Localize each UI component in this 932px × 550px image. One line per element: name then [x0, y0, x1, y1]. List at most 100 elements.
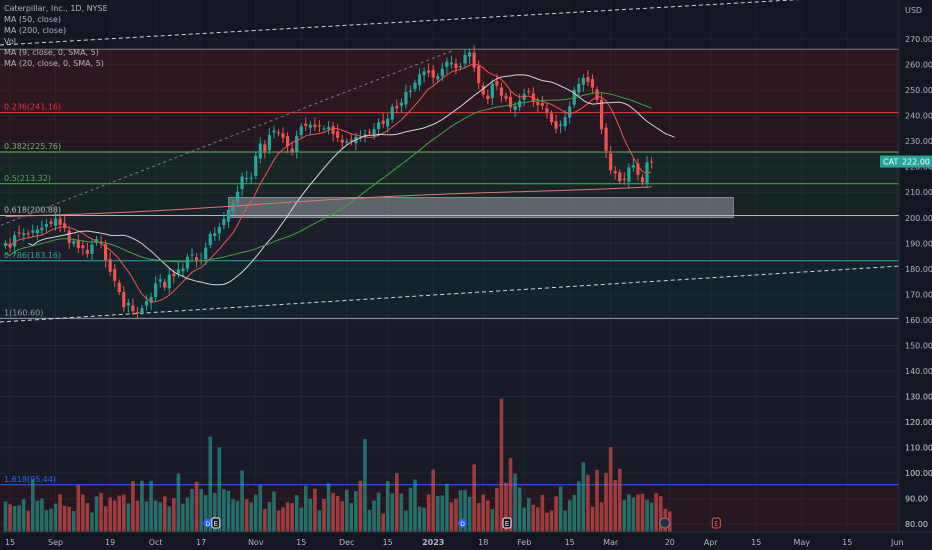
volume-bar	[194, 481, 199, 532]
candle-body	[481, 85, 485, 95]
candle-body	[399, 102, 403, 106]
candle-body	[463, 54, 467, 64]
legend-ma9[interactable]: MA (9, close, 0, SMA, 5)	[4, 48, 99, 57]
candle-body	[31, 230, 35, 233]
volume-axis-tick: 80.00	[905, 520, 928, 529]
candle	[213, 227, 217, 242]
volume-bar	[185, 497, 190, 532]
volume-bar	[94, 496, 99, 532]
candle-body	[13, 235, 17, 247]
volume-bar	[62, 505, 67, 532]
candle-body	[90, 244, 94, 254]
legend-vol[interactable]: Vol	[4, 37, 16, 46]
candle	[345, 138, 349, 146]
candle	[290, 141, 294, 156]
candle-body	[235, 191, 240, 202]
volume-bar	[213, 493, 217, 532]
candle-body	[413, 82, 417, 89]
volume-bar	[640, 493, 645, 532]
candle-body	[217, 226, 221, 234]
volume-bar	[167, 506, 172, 532]
candle-body	[449, 62, 453, 65]
volume-bar	[522, 507, 526, 532]
candle	[577, 77, 581, 98]
candle-body	[326, 127, 331, 130]
volume-bar	[381, 513, 385, 532]
candle	[449, 55, 453, 69]
price-axis-tick: 230.00	[905, 137, 932, 146]
candle	[240, 172, 244, 197]
fib-band	[0, 151, 899, 184]
candle-body	[504, 95, 508, 99]
volume-bar	[577, 481, 581, 532]
volume-bar	[526, 497, 531, 532]
candle	[26, 230, 30, 238]
volume-bar	[613, 480, 617, 532]
volume-bar	[17, 505, 21, 532]
candle-body	[595, 89, 599, 100]
candle	[417, 68, 422, 91]
candle	[581, 73, 585, 92]
volume-bar	[304, 486, 308, 532]
candle	[204, 242, 208, 266]
candle	[113, 263, 117, 287]
candle	[258, 137, 262, 164]
legend-ma20[interactable]: MA (20, close, 0, SMA, 5)	[4, 59, 104, 68]
volume-bar	[554, 496, 558, 532]
candle-body	[604, 127, 608, 151]
volume-bar	[117, 495, 122, 532]
volume-bar	[222, 489, 226, 532]
candle	[167, 268, 171, 294]
candle-body	[299, 126, 303, 135]
candle-body	[313, 124, 317, 128]
candle	[322, 125, 326, 132]
time-axis-tick: May	[793, 538, 810, 547]
candle-body	[381, 120, 385, 124]
candle-body	[340, 139, 344, 143]
candle-body	[172, 273, 176, 277]
candle	[408, 85, 413, 98]
earnings-mark-letter: E	[214, 520, 218, 528]
candle	[122, 285, 126, 313]
candle-body	[559, 124, 563, 126]
candle-body	[226, 210, 231, 222]
legend-ma50[interactable]: MA (50, close)	[4, 15, 62, 24]
volume-bar	[112, 500, 117, 532]
candle	[231, 199, 235, 215]
candle	[181, 263, 185, 278]
volume-bar	[395, 473, 399, 532]
candle	[17, 225, 21, 238]
candle-body	[254, 155, 258, 176]
volume-bar	[149, 480, 153, 532]
time-axis-tick: 2023	[422, 538, 444, 547]
candle-body	[540, 103, 544, 106]
candle-body	[245, 177, 249, 179]
candle	[468, 48, 472, 64]
candle-body	[113, 268, 117, 281]
candle-body	[345, 141, 349, 143]
volume-bar	[545, 512, 549, 532]
time-axis-tick: 19	[105, 538, 115, 547]
volume-bar	[354, 491, 358, 532]
legend-ma200[interactable]: MA (200, close)	[4, 26, 67, 35]
candle-body	[267, 135, 271, 151]
volume-axis-tick: 100.00	[905, 469, 932, 478]
volume-bar	[240, 470, 244, 532]
volume-bar	[390, 493, 395, 532]
volume-bar	[308, 498, 313, 532]
candle-body	[363, 134, 367, 137]
volume-bar	[135, 500, 140, 532]
candle	[58, 214, 62, 233]
volume-bar	[344, 489, 349, 532]
dividend-mark	[203, 518, 213, 528]
candle	[299, 123, 303, 138]
fib-band	[0, 112, 899, 152]
volume-bar	[131, 481, 135, 532]
fib-band	[0, 49, 899, 113]
price-axis-background	[899, 0, 932, 550]
legend-symbol[interactable]: Caterpillar, Inc., 1D, NYSE	[4, 4, 108, 13]
earnings-mark	[711, 517, 721, 529]
candle-body	[372, 129, 376, 135]
earnings-mark-letter: E	[714, 520, 718, 528]
